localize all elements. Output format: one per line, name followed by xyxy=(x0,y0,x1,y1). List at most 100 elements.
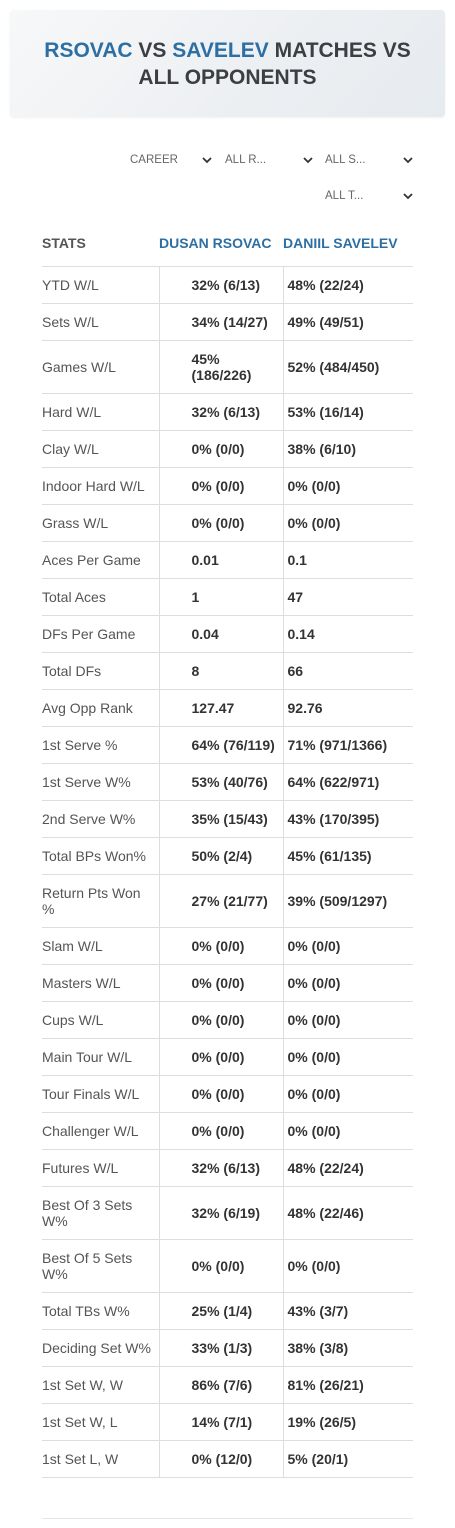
stat-label: Total TBs W% xyxy=(42,1292,159,1330)
stat-label: Avg Opp Rank xyxy=(42,689,159,727)
stat-row: Best Of 3 Sets W% 32% (6/19) 48% (22/46) xyxy=(42,1186,413,1240)
stat-label: Return Pts Won % xyxy=(42,874,159,928)
stat-label: Total DFs xyxy=(42,652,159,690)
player1-value: 0% (0/0) xyxy=(158,1001,283,1039)
stat-row: Slam W/L 0% (0/0) 0% (0/0) xyxy=(42,927,413,965)
player1-value: 34% (14/27) xyxy=(158,303,283,341)
player2-value: 5% (20/1) xyxy=(282,1440,413,1478)
player2-value: 71% (971/1366) xyxy=(282,726,413,764)
stat-row: Return Pts Won % 27% (21/77) 39% (509/1297… xyxy=(42,874,413,928)
column-header: STATS xyxy=(42,220,159,267)
player2-value: 0% (0/0) xyxy=(282,1239,413,1293)
player2-value: 53% (16/14) xyxy=(282,393,413,431)
player2-value: 39% (509/1297) xyxy=(282,874,413,928)
player1-value: 0% (0/0) xyxy=(158,1112,283,1150)
stat-label: Cups W/L xyxy=(42,1001,159,1039)
divider xyxy=(42,1518,413,1519)
stat-label: 1st Serve % xyxy=(42,726,159,764)
player1-value: 27% (21/77) xyxy=(158,874,283,928)
stat-row: 1st Set W, W 86% (7/6) 81% (26/21) xyxy=(42,1366,413,1404)
stat-label: 1st Serve W% xyxy=(42,763,159,801)
stat-row: Aces Per Game 0.01 0.1 xyxy=(42,541,413,579)
stat-label: Slam W/L xyxy=(42,927,159,965)
stat-label: Grass W/L xyxy=(42,504,159,542)
stat-row: Clay W/L 0% (0/0) 38% (6/10) xyxy=(42,430,413,468)
player2-value: 0% (0/0) xyxy=(282,1112,413,1150)
player2-value: 38% (6/10) xyxy=(282,430,413,468)
title-part: MATCHES VS ALL OPPONENTS xyxy=(138,38,411,89)
stat-row: YTD W/L 32% (6/13) 48% (22/24) xyxy=(42,266,413,304)
stat-row: Best Of 5 Sets W% 0% (0/0) 0% (0/0) xyxy=(42,1239,413,1293)
stat-label: DFs Per Game xyxy=(42,615,159,653)
player2-value: 0% (0/0) xyxy=(282,927,413,965)
player2-value: 0% (0/0) xyxy=(282,964,413,1002)
stat-label: Futures W/L xyxy=(42,1149,159,1187)
player1-value: 0% (0/0) xyxy=(158,1075,283,1113)
player2-value: 47 xyxy=(282,578,413,616)
column-header: DUSAN RSOVAC xyxy=(159,220,283,267)
stat-label: Challenger W/L xyxy=(42,1112,159,1150)
player1-value: 25% (1/4) xyxy=(158,1292,283,1330)
player1-value: 0% (0/0) xyxy=(158,1038,283,1076)
header-row: STATS DUSAN RSOVAC DANIIL SAVELEV xyxy=(42,220,413,267)
player1-value: 64% (76/119) xyxy=(158,726,283,764)
player2-value: 48% (22/24) xyxy=(282,266,413,304)
stat-row: 1st Set L, W 0% (12/0) 5% (20/1) xyxy=(42,1440,413,1478)
stat-label: 1st Set W, L xyxy=(42,1403,159,1441)
dropdown[interactable]: ALL T... xyxy=(325,181,413,211)
stat-label: Games W/L xyxy=(42,340,159,394)
stat-label: Hard W/L xyxy=(42,393,159,431)
player1-value: 0% (0/0) xyxy=(158,1239,283,1293)
stat-label: 1st Set L, W xyxy=(42,1440,159,1478)
player2-value: 66 xyxy=(282,652,413,690)
player2-value: 43% (170/395) xyxy=(282,800,413,838)
player2-value: 0% (0/0) xyxy=(282,504,413,542)
dropdown[interactable]: CAREER xyxy=(130,145,212,175)
stat-label: Tour Finals W/L xyxy=(42,1075,159,1113)
stat-label: Total BPs Won% xyxy=(42,837,159,875)
player1-value: 45% (186/226) xyxy=(158,340,283,394)
stat-label: Total Aces xyxy=(42,578,159,616)
page-title: RSOVAC VS SAVELEV MATCHES VS ALL OPPONEN… xyxy=(10,37,445,91)
chevron xyxy=(403,193,413,200)
stat-row: Futures W/L 32% (6/13) 48% (22/24) xyxy=(42,1149,413,1187)
stat-row: Masters W/L 0% (0/0) 0% (0/0) xyxy=(42,964,413,1002)
dropdown-label: ALL S... xyxy=(325,154,366,166)
stat-row: Grass W/L 0% (0/0) 0% (0/0) xyxy=(42,504,413,542)
dropdown-label: ALL T... xyxy=(325,190,364,202)
stat-row: Total DFs 8 66 xyxy=(42,652,413,690)
stat-label: Sets W/L xyxy=(42,303,159,341)
player1-value: 0% (0/0) xyxy=(158,467,283,505)
stat-row: 1st Serve W% 53% (40/76) 64% (622/971) xyxy=(42,763,413,801)
chevron xyxy=(303,157,313,164)
title-part: SAVELEV xyxy=(172,38,269,62)
player2-value: 19% (26/5) xyxy=(282,1403,413,1441)
title-part: VS xyxy=(138,38,167,62)
player1-value: 127.47 xyxy=(158,689,283,727)
player1-value: 32% (6/13) xyxy=(158,1149,283,1187)
player1-value: 32% (6/13) xyxy=(158,393,283,431)
player2-value: 0.14 xyxy=(282,615,413,653)
player1-value: 53% (40/76) xyxy=(158,763,283,801)
title-part: RSOVAC xyxy=(44,38,133,62)
player1-value: 32% (6/19) xyxy=(158,1186,283,1240)
dropdown-label: ALL R... xyxy=(225,154,267,166)
stat-label: 1st Set W, W xyxy=(42,1366,159,1404)
column-header: DANIIL SAVELEV xyxy=(283,220,413,267)
player1-value: 0% (0/0) xyxy=(158,964,283,1002)
dropdown[interactable]: ALL R... xyxy=(225,145,313,175)
stat-row: Cups W/L 0% (0/0) 0% (0/0) xyxy=(42,1001,413,1039)
chevron xyxy=(403,157,413,164)
stat-label: YTD W/L xyxy=(42,266,159,304)
player2-value: 45% (61/135) xyxy=(282,837,413,875)
player2-value: 0% (0/0) xyxy=(282,467,413,505)
player1-value: 86% (7/6) xyxy=(158,1366,283,1404)
dropdown[interactable]: ALL S... xyxy=(325,145,413,175)
stat-label: Best Of 5 Sets W% xyxy=(42,1239,159,1293)
stat-row: Total BPs Won% 50% (2/4) 45% (61/135) xyxy=(42,837,413,875)
stat-label: Indoor Hard W/L xyxy=(42,467,159,505)
player2-value: 0.1 xyxy=(282,541,413,579)
stats-table: STATS DUSAN RSOVAC DANIIL SAVELEV YTD W/… xyxy=(42,220,413,1478)
stat-row: 1st Serve % 64% (76/119) 71% (971/1366) xyxy=(42,726,413,764)
